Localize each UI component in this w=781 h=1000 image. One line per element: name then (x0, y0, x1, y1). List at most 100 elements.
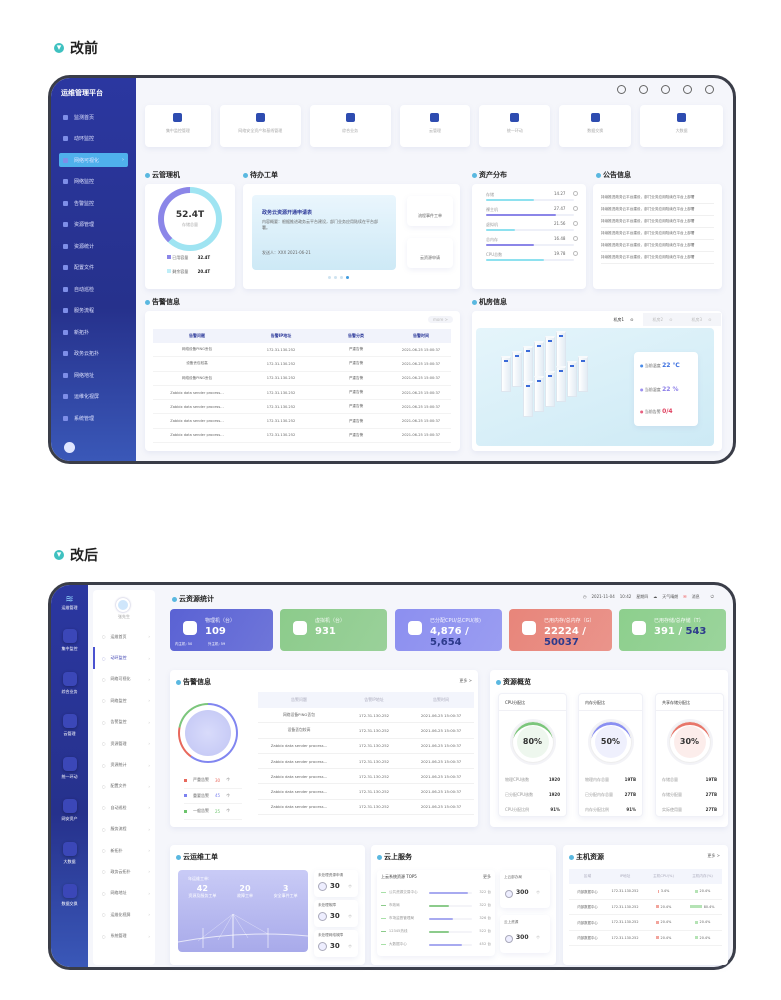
notice-item[interactable]: 持续推进政务云平台建设，部门业务应用陆续在平台上部署 (601, 240, 714, 252)
table-row[interactable]: 网络设备PING丢包 172.31.130.252 2021-06-25 15:00… (258, 708, 474, 724)
settings-icon[interactable] (639, 85, 648, 94)
sidebar-item[interactable]: 网络地址 (51, 368, 136, 382)
quick-card[interactable]: 大数据 (640, 105, 723, 147)
menu-item[interactable]: ◌ 运维首页 › (102, 633, 150, 640)
menu-item[interactable]: ◌ 政务云拓扑 › (102, 868, 150, 875)
user-icon[interactable] (705, 85, 714, 94)
stat-card[interactable]: 已用内存/总内存（G） 22224 / 50037 (509, 609, 612, 651)
service-stat[interactable]: 上云部办局 300 个 (500, 870, 550, 908)
rail-item[interactable]: 大数据 (51, 841, 88, 885)
service-row[interactable]: 公共资源交易中心 322 台 (381, 886, 491, 899)
table-row[interactable]: 内部数据中心 172.31.130.252 20.4% 20.4% (569, 915, 722, 931)
quick-card[interactable]: 数据交换 (559, 105, 632, 147)
menu-item[interactable]: ◌ 资源管理 › (102, 740, 150, 747)
table-row[interactable]: Zabbix data sender process... 172.31.130.… (258, 784, 474, 800)
notice-item[interactable]: 持续推进政务云平台建设，部门业务应用陆续在平台上部署 (601, 228, 714, 240)
menu-icon[interactable] (617, 85, 626, 94)
carousel-dots[interactable] (328, 276, 349, 279)
notice-item[interactable]: 持续推进政务云平台建设，部门业务应用陆续在平台上部署 (601, 204, 714, 216)
todo-item[interactable]: 政务云资源开通申请表 内容概要：根据推进政务云平台建设，部门业务应用陆续在平台部… (252, 195, 396, 270)
help-icon[interactable] (661, 85, 670, 94)
pending-card[interactable]: 未处理网络故障 30 个 (314, 930, 358, 957)
rail-item[interactable]: 综合业务 (51, 671, 88, 715)
room-tab[interactable]: 机房3 ⊙ (682, 313, 721, 326)
table-row[interactable]: Zabbix data sender process... 172.31.130.… (153, 414, 451, 429)
sidebar-item[interactable]: 政务云拓扑 (51, 347, 136, 361)
room-tab[interactable]: 机房1 ⊙ (613, 316, 634, 323)
sidebar-item[interactable]: 网络可视化 › (59, 153, 128, 167)
stat-card[interactable]: 已用存储/总存储（T） 391 / 543 (619, 609, 726, 651)
pending-card[interactable]: 未处理资源申请 30 个 (314, 870, 358, 897)
menu-item[interactable]: ◌ 服务流程 › (102, 826, 150, 832)
quick-card[interactable]: 综合业务 (309, 105, 391, 147)
sidebar-item[interactable]: 资源统计 (51, 239, 136, 253)
service-row[interactable]: 市政局 322 台 (381, 899, 491, 912)
quick-card[interactable]: 云管理 (399, 105, 471, 147)
menu-item[interactable]: ◌ 系统管理 › (102, 933, 150, 939)
workflow-ticket-button[interactable]: 流程事件工单 (407, 196, 453, 226)
table-row[interactable]: Zabbix data sender process... 172.31.130.… (258, 769, 474, 785)
menu-item[interactable]: ◌ 运维化视屏 › (102, 911, 150, 918)
avatar[interactable] (116, 598, 130, 612)
table-row[interactable]: Zabbix data sender process... 172.31.130.… (153, 400, 451, 415)
service-row[interactable]: 大数据中心 452 台 (381, 938, 491, 951)
table-row[interactable]: 内部数据中心 172.31.130.252 3.4% 20.4% (569, 884, 722, 900)
service-row[interactable]: 市场监督管理局 326 台 (381, 912, 491, 925)
menu-item[interactable]: ◌ 网络可视化 › (102, 676, 150, 682)
more-link[interactable]: 更多 > (707, 853, 720, 858)
rail-item[interactable]: 数据交换 (51, 884, 88, 927)
table-row[interactable]: 内部数据中心 172.31.130.252 20.4% 20.4% (569, 931, 722, 946)
sidebar-item[interactable]: 运维化视屏 (51, 390, 136, 404)
message-icon[interactable]: ✉ (683, 594, 687, 599)
rail-item[interactable]: 集中监控 (51, 629, 88, 672)
more-link[interactable]: 更多 > (459, 678, 472, 683)
sidebar-item[interactable]: 监测首页 (51, 110, 136, 124)
sidebar-item[interactable]: 配置文件 (51, 261, 136, 275)
rail-item[interactable]: 网安资产 (51, 799, 88, 842)
menu-item[interactable]: ◌ 自动巡检 › (102, 804, 150, 811)
table-row[interactable]: 设备丢包较高 172.31.130.252 严重告警 2021-06-25 15:00… (153, 357, 451, 372)
sidebar-item[interactable]: 动环监控 (51, 132, 136, 146)
sidebar-item[interactable]: 网络监控 (51, 175, 136, 189)
more-link[interactable]: 更多 (483, 874, 491, 879)
stat-card[interactable]: 已分配CPU/总CPU(核) 4,876 / 5,654 (395, 609, 502, 651)
sidebar-item[interactable]: 自动巡检 (51, 282, 136, 296)
avatar[interactable] (64, 442, 75, 453)
pending-card[interactable]: 未处理故障 30 个 (314, 900, 358, 927)
table-row[interactable]: 设备丢包较高 172.31.130.252 2021-06-25 15:00:37 (258, 723, 474, 739)
table-row[interactable]: Zabbix data sender process... 172.31.130.… (153, 386, 451, 401)
table-row[interactable]: Zabbix data sender process... 172.31.130.… (153, 429, 451, 444)
notice-item[interactable]: 持续推进政务云平台建设，部门业务应用陆续在平台上部署 (601, 216, 714, 228)
table-row[interactable]: 内部数据中心 172.31.130.252 20.4% 80.4% (569, 900, 722, 915)
quick-card[interactable]: 统一环动 (479, 105, 551, 147)
table-row[interactable]: Zabbix data sender process... 172.31.130.… (258, 739, 474, 754)
table-row[interactable]: Zabbix data sender process... 172.31.130.… (258, 754, 474, 770)
table-row[interactable]: 网络设备PING丢包 172.31.130.252 严重告警 2021-06-25 1… (153, 343, 451, 358)
menu-item[interactable]: ◌ 配置文件 › (102, 783, 150, 789)
rail-item[interactable]: 统一环动 (51, 756, 88, 800)
menu-item[interactable]: ◌ 新拓扑 › (102, 847, 150, 854)
service-row[interactable]: 12345热线 522 台 (381, 925, 491, 938)
stat-card[interactable]: 虚拟机（台） 931 (280, 609, 387, 651)
sidebar-item[interactable]: 告警监控 (51, 196, 136, 210)
cloud-apply-button[interactable]: 云资源申请 (407, 238, 453, 268)
sidebar-item[interactable]: 服务流程 (51, 304, 136, 318)
service-stat[interactable]: 云上资源 300 个 (500, 915, 550, 953)
quick-card[interactable]: 集中监控管理 (145, 105, 211, 147)
table-row[interactable]: Zabbix data sender process... 172.31.130.… (258, 800, 474, 816)
sidebar-item[interactable]: 系统管理 (51, 411, 136, 425)
sidebar-item[interactable]: 资源管理 (51, 218, 136, 232)
notice-item[interactable]: 持续推进政务云平台建设，部门业务应用陆续在平台上部署 (601, 192, 714, 204)
menu-item[interactable]: ◌ 网络监控 › (102, 697, 150, 704)
rail-item[interactable]: 云管理 (51, 714, 88, 757)
table-row[interactable]: 网络设备PING丢包 172.31.130.252 严重告警 2021-06-25 1… (153, 372, 451, 386)
notice-item[interactable]: 持续推进政务云平台建设，部门业务应用陆续在平台上部署 (601, 252, 714, 264)
menu-item[interactable]: ◌ 动环监控 › (93, 647, 155, 669)
more-button[interactable]: more > (428, 316, 453, 323)
room-tab[interactable]: 机房2 ⊙ (643, 313, 682, 326)
stat-card[interactable]: 物理机（台） 109 内主机: 50 外主机: 59 (170, 609, 273, 651)
sidebar-item[interactable]: 新拓扑 (51, 325, 136, 339)
menu-item[interactable]: ◌ 网络地址 › (102, 890, 150, 896)
quick-card[interactable]: 网络安全资产和基线管理 (219, 105, 301, 147)
menu-item[interactable]: ◌ 告警监控 › (102, 719, 150, 725)
